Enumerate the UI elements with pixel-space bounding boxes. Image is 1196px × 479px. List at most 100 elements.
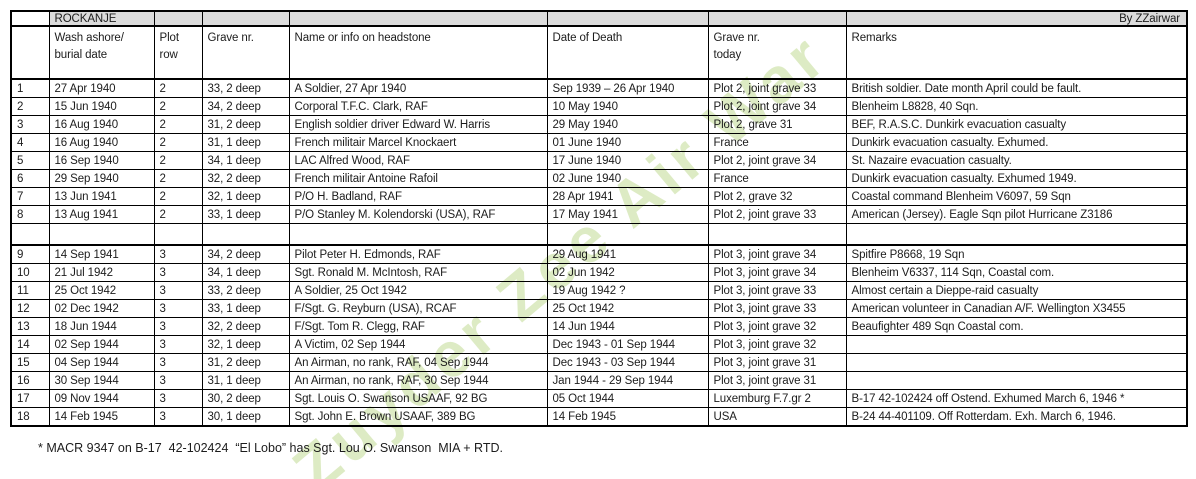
cell-row-nr: 6 [10,169,50,188]
cell-grave-nr-today: France [707,133,847,152]
cell-headstone-info: Corporal T.F.C. Clark, RAF [288,97,548,116]
cell-date-of-death: 19 Aug 1942 ? [546,280,709,300]
cell-remarks: Blenheim V6337, 114 Sqn, Coastal com. [845,262,1188,282]
table-row: 5 16 Sep 1940 2 34, 1 deep LAC Alfred Wood, … [10,151,1188,170]
credit: By ZZairwar [845,10,1188,27]
cell-plot-row: 2 [153,97,203,116]
title-cell-empty [201,10,290,27]
table-row: 15 04 Sep 1944 3 31, 2 deep An Airman, no ra… [10,352,1188,372]
column-header-remarks: Remarks [845,25,1188,80]
cell-date-of-death: Dec 1943 - 01 Sep 1944 [546,334,709,354]
cell-row-nr: 9 [10,244,50,264]
cell-plot-row: 3 [153,388,203,408]
table-row: 17 09 Nov 1944 3 30, 2 deep Sgt. Louis O. Sw… [10,388,1188,408]
column-header-grave-nr-today: Grave nr. today [707,25,847,80]
cell-grave-nr: 32, 1 deep [201,334,290,354]
column-header-headstone-info: Name or info on headstone [288,25,548,80]
spacer-cell [288,223,548,246]
cell-grave-nr-today: Plot 3, joint grave 31 [707,370,847,390]
cell-grave-nr-today: Plot 2, grave 32 [707,187,847,206]
cell-plot-row: 2 [153,187,203,206]
table-title: ROCKANJE [48,10,155,27]
cell-date-of-death: Sep 1939 – 26 Apr 1940 [546,78,709,98]
cell-wash-ashore-date: 13 Jun 1941 [48,187,155,206]
cell-grave-nr: 33, 1 deep [201,298,290,318]
cell-row-nr: 16 [10,370,50,390]
column-header-date-of-death: Date of Death [546,25,709,80]
spacer-cell [707,223,847,246]
cell-date-of-death: Dec 1943 - 03 Sep 1944 [546,352,709,372]
cell-row-nr: 14 [10,334,50,354]
cell-headstone-info: An Airman, no rank, RAF, 30 Sep 1944 [288,370,548,390]
header-row: Wash ashore/ burial date Plot row Grave … [10,25,1188,80]
cell-date-of-death: Jan 1944 - 29 Sep 1944 [546,370,709,390]
table-row: 4 16 Aug 1940 2 31, 1 deep French militair M… [10,133,1188,152]
cell-grave-nr-today: Plot 2, joint grave 34 [707,97,847,116]
footnote: * MACR 9347 on B-17 42-102424 “El Lobo” … [38,441,503,455]
cell-plot-row: 3 [153,334,203,354]
cell-headstone-info: An Airman, no rank, RAF, 04 Sep 1944 [288,352,548,372]
cell-plot-row: 3 [153,370,203,390]
cell-wash-ashore-date: 16 Aug 1940 [48,133,155,152]
cell-wash-ashore-date: 18 Jun 1944 [48,316,155,336]
cell-grave-nr-today: France [707,169,847,188]
cell-plot-row: 3 [153,244,203,264]
cell-grave-nr-today: Plot 3, joint grave 33 [707,298,847,318]
table-row: 10 21 Jul 1942 3 34, 1 deep Sgt. Ronald M. M… [10,262,1188,282]
cell-remarks: Coastal command Blenheim V6097, 59 Sqn [845,187,1188,206]
cell-date-of-death: 29 May 1940 [546,115,709,134]
cell-wash-ashore-date: 21 Jul 1942 [48,262,155,282]
cell-headstone-info: LAC Alfred Wood, RAF [288,151,548,170]
table-row: 16 30 Sep 1944 3 31, 1 deep An Airman, no ra… [10,370,1188,390]
cell-wash-ashore-date: 30 Sep 1944 [48,370,155,390]
cell-wash-ashore-date: 14 Sep 1941 [48,244,155,264]
cell-grave-nr: 31, 2 deep [201,352,290,372]
cell-date-of-death: 28 Apr 1941 [546,187,709,206]
cell-remarks: Almost certain a Dieppe-raid casualty [845,280,1188,300]
cell-date-of-death: 14 Feb 1945 [546,406,709,426]
cell-wash-ashore-date: 15 Jun 1940 [48,97,155,116]
spacer-cell [48,223,155,246]
cell-headstone-info: Sgt. John E. Brown USAAF, 389 BG [288,406,548,426]
table-row: 11 25 Oct 1942 3 33, 2 deep A Soldier, 25 Oc… [10,280,1188,300]
cell-grave-nr: 33, 2 deep [201,280,290,300]
table-row: 3 16 Aug 1940 2 31, 2 deep English soldier d… [10,115,1188,134]
cell-wash-ashore-date: 16 Aug 1940 [48,115,155,134]
table-row: 14 02 Sep 1944 3 32, 1 deep A Victim, 02 Sep… [10,334,1188,354]
cell-wash-ashore-date: 09 Nov 1944 [48,388,155,408]
cell-row-nr: 12 [10,298,50,318]
cell-headstone-info: English soldier driver Edward W. Harris [288,115,548,134]
cell-date-of-death: 17 May 1941 [546,205,709,224]
cell-grave-nr: 32, 2 deep [201,169,290,188]
table-row: 6 29 Sep 1940 2 32, 2 deep French militair A… [10,169,1188,188]
cell-remarks [845,334,1188,354]
cell-remarks: B-17 42-102424 off Ostend. Exhumed March… [845,388,1188,408]
table-row: 8 13 Aug 1941 2 33, 1 deep P/O Stanley M. Ko… [10,205,1188,224]
title-cell-empty [10,10,50,27]
cell-plot-row: 2 [153,133,203,152]
cell-grave-nr: 30, 2 deep [201,388,290,408]
cell-wash-ashore-date: 04 Sep 1944 [48,352,155,372]
cell-headstone-info: A Soldier, 27 Apr 1940 [288,78,548,98]
cell-headstone-info: F/Sgt. Tom R. Clegg, RAF [288,316,548,336]
cell-grave-nr: 31, 1 deep [201,133,290,152]
table-row: 1 27 Apr 1940 2 33, 2 deep A Soldier, 27 Apr… [10,78,1188,98]
title-cell-empty [707,10,847,27]
cell-grave-nr: 33, 2 deep [201,78,290,98]
cell-grave-nr-today: Plot 3, joint grave 32 [707,316,847,336]
table-row: 7 13 Jun 1941 2 32, 1 deep P/O H. Badland, R… [10,187,1188,206]
cell-remarks [845,352,1188,372]
cell-remarks: Spitfire P8668, 19 Sqn [845,244,1188,264]
table-row: 12 02 Dec 1942 3 33, 1 deep F/Sgt. G. Reybur… [10,298,1188,318]
cell-date-of-death: 29 Aug 1941 [546,244,709,264]
cell-date-of-death: 17 June 1940 [546,151,709,170]
table-body: 1 27 Apr 1940 2 33, 2 deep A Soldier, 27 Apr… [10,78,1188,426]
spacer-cell [546,223,709,246]
cell-row-nr: 13 [10,316,50,336]
cell-headstone-info: A Soldier, 25 Oct 1942 [288,280,548,300]
cell-grave-nr: 30, 1 deep [201,406,290,426]
spacer-cell [153,223,203,246]
cell-plot-row: 2 [153,78,203,98]
cell-headstone-info: A Victim, 02 Sep 1944 [288,334,548,354]
spacer-row [10,223,1188,246]
